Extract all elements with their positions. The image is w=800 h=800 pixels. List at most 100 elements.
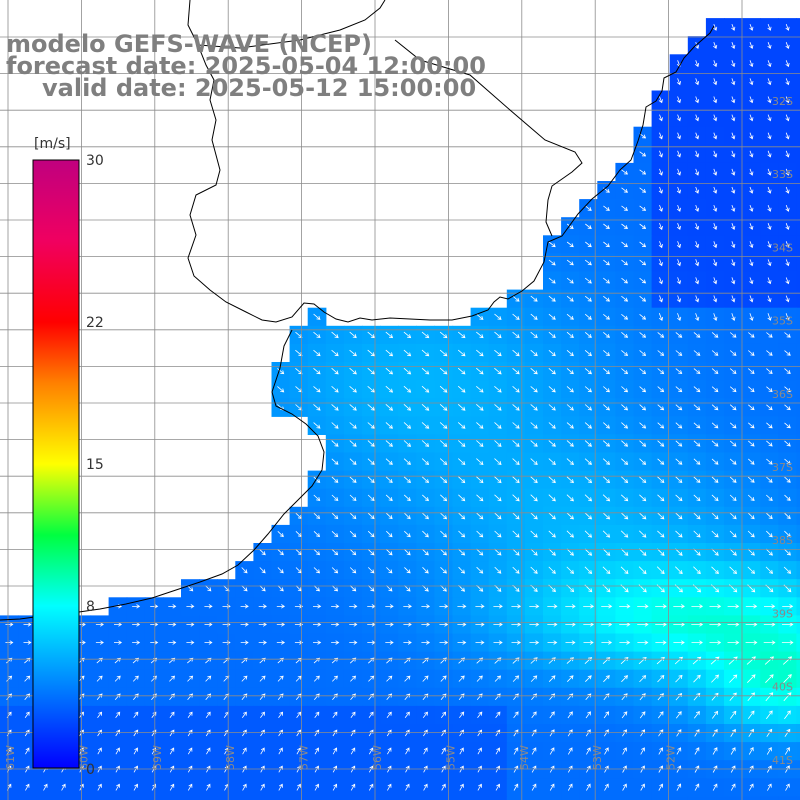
wind-arrow <box>693 404 701 411</box>
wind-arrow <box>583 604 595 609</box>
wind-speed-cell <box>724 687 743 707</box>
latitude-label: 37S <box>772 461 793 474</box>
longitude-label: 54W <box>518 745 531 770</box>
wind-arrow <box>731 168 736 176</box>
wind-arrow <box>785 313 790 321</box>
wind-arrow <box>296 783 301 791</box>
wind-arrow <box>767 241 772 249</box>
wind-speed-cell <box>724 760 743 779</box>
wind-speed-cell <box>289 742 309 761</box>
wind-arrow <box>749 204 754 212</box>
wind-speed-cell <box>307 687 327 707</box>
wind-speed-cell <box>796 434 800 454</box>
wind-arrow <box>494 367 502 375</box>
wind-arrow <box>602 458 611 465</box>
wind-arrow <box>749 313 754 322</box>
wind-arrow <box>422 711 428 718</box>
wind-speed-cell <box>796 144 800 164</box>
wind-arrow <box>657 332 665 338</box>
wind-speed-cell <box>343 796 363 800</box>
wind-arrow <box>747 494 755 502</box>
wind-arrow <box>602 566 611 575</box>
wind-arrow <box>331 567 339 574</box>
wind-arrow <box>529 640 540 645</box>
wind-speed-cell <box>615 760 635 779</box>
wind-arrow <box>6 693 12 700</box>
wind-arrow <box>621 368 629 375</box>
wind-arrow <box>767 313 772 321</box>
wind-arrow <box>457 422 466 429</box>
wind-speed-cell <box>687 669 707 689</box>
wind-speed-cell <box>796 72 800 92</box>
wind-arrow <box>729 530 737 538</box>
wind-arrow <box>150 604 159 609</box>
wind-speed-cell <box>524 742 544 761</box>
wind-arrow <box>620 656 629 665</box>
wind-arrow <box>186 640 195 645</box>
wind-arrow <box>277 368 285 375</box>
wind-arrow <box>566 277 574 284</box>
wind-arrow <box>566 331 574 338</box>
wind-arrow <box>749 277 754 285</box>
longitude-label: 53W <box>591 745 604 770</box>
wind-arrow <box>658 204 663 212</box>
wind-speed-cell <box>181 724 200 743</box>
wind-arrow <box>313 422 321 429</box>
wind-speed-cell <box>724 778 743 797</box>
wind-speed-cell <box>615 796 635 800</box>
wind-arrow <box>693 711 700 719</box>
wind-speed-cell <box>54 796 73 800</box>
wind-arrow <box>658 783 663 791</box>
wind-arrow <box>766 494 773 502</box>
wind-speed-cell <box>543 796 562 800</box>
wind-speed-cell <box>669 651 689 671</box>
wind-arrow <box>784 728 791 737</box>
wind-arrow <box>711 530 719 538</box>
wind-arrow <box>566 548 574 556</box>
wind-speed-cell <box>506 742 526 761</box>
wind-speed-cell <box>488 724 508 743</box>
wind-arrow <box>548 422 556 429</box>
wind-speed-cell <box>126 669 146 689</box>
wind-arrow <box>548 313 556 320</box>
wind-speed-cell <box>579 669 598 689</box>
wind-arrow <box>513 747 519 755</box>
wind-arrow <box>349 585 357 592</box>
wind-arrow <box>367 458 375 465</box>
wind-arrow <box>749 168 754 176</box>
wind-arrow <box>676 132 681 140</box>
wind-arrow <box>349 422 357 429</box>
wind-speed-cell <box>380 742 399 761</box>
wind-arrow <box>331 349 339 357</box>
wind-arrow <box>731 277 736 285</box>
wind-arrow <box>693 548 701 556</box>
wind-arrow <box>548 512 556 520</box>
wind-arrow <box>548 259 556 266</box>
wind-speed-cell <box>742 742 761 761</box>
wind-arrow <box>313 331 321 338</box>
wind-arrow <box>439 367 448 375</box>
wind-arrow <box>476 458 484 465</box>
wind-speed-cell <box>289 760 309 779</box>
wind-speed-cell <box>343 687 363 707</box>
wind-speed-cell <box>543 760 562 779</box>
wind-arrow <box>658 222 663 231</box>
wind-arrow <box>639 476 647 484</box>
wind-speed-cell <box>0 778 19 797</box>
wind-speed-cell <box>796 561 800 580</box>
wind-speed-cell <box>181 778 200 797</box>
wind-speed-cell <box>778 778 797 797</box>
wind-arrow <box>729 440 737 447</box>
wind-arrow <box>657 530 665 538</box>
wind-speed-cell <box>362 705 381 725</box>
wind-arrow <box>6 675 13 682</box>
wind-arrow <box>476 494 484 502</box>
wind-arrow <box>748 440 755 447</box>
wind-arrow <box>314 711 320 718</box>
wind-speed-cell <box>742 724 761 743</box>
wind-arrow <box>621 187 628 193</box>
wind-arrow <box>619 604 631 609</box>
wind-arrow <box>785 78 790 86</box>
wind-arrow <box>422 567 429 574</box>
wind-arrow <box>547 622 558 627</box>
